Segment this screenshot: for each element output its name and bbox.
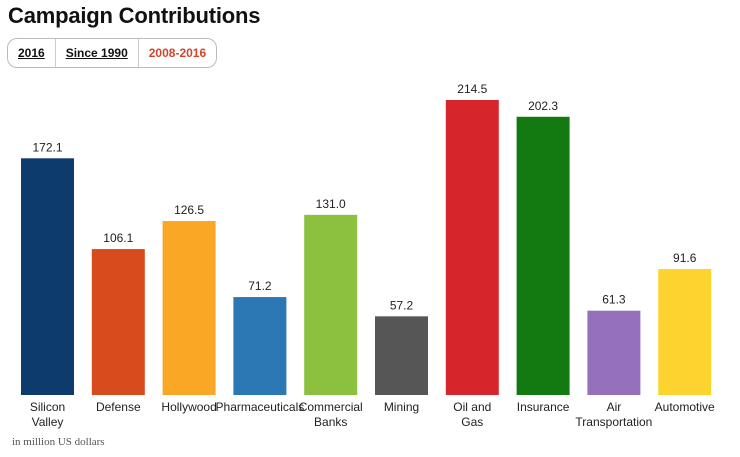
category-label-9: Automotive (655, 400, 715, 414)
category-label-6: Oil and Gas (453, 400, 491, 429)
value-label-8: 61.3 (602, 293, 626, 307)
tab-since-1990[interactable]: Since 1990 (56, 39, 139, 67)
value-label-3: 71.2 (248, 279, 272, 293)
category-label-line: Automotive (655, 400, 715, 414)
category-label-line: Silicon (30, 400, 65, 414)
category-label-line: Gas (461, 415, 483, 429)
time-range-tabs: 2016 Since 1990 2008-2016 (7, 38, 218, 68)
category-label-0: Silicon Valley (30, 400, 65, 429)
category-label-line: Banks (314, 415, 347, 429)
category-label-2: Hollywood (161, 400, 216, 414)
bar-5 (375, 316, 428, 395)
chart-title: Campaign Contributions (8, 3, 261, 28)
category-label-1: Defense (96, 400, 141, 414)
bar-4 (304, 214, 358, 395)
tab-2008-2016[interactable]: 2008-2016 (148, 46, 207, 60)
category-label-line: Valley (32, 415, 64, 429)
category-label-5: Mining (384, 400, 419, 414)
category-label-line: Transportation (575, 415, 652, 429)
category-label-line: Commercial (299, 400, 363, 414)
value-label-2: 126.5 (174, 203, 204, 217)
bar-6 (445, 100, 499, 395)
category-label-line: Oil and (453, 400, 491, 414)
category-label-line: Pharmaceuticals (216, 400, 305, 414)
value-label-4: 131.0 (316, 197, 346, 211)
value-label-5: 57.2 (390, 298, 414, 312)
category-label-line: Insurance (517, 400, 570, 414)
category-label-7: Insurance (517, 400, 570, 414)
value-label-9: 91.6 (673, 251, 697, 265)
category-label-line: Defense (96, 400, 141, 414)
category-label-3: Pharmaceuticals (216, 400, 305, 414)
bar-2 (162, 221, 216, 395)
value-label-6: 214.5 (457, 82, 487, 96)
category-label-line: Air (607, 400, 622, 414)
bar-8 (587, 310, 641, 395)
category-label-8: Air Transportation (575, 400, 652, 429)
value-label-0: 172.1 (32, 140, 62, 154)
category-label-line: Hollywood (161, 400, 216, 414)
value-label-7: 202.3 (528, 99, 558, 113)
category-label-4: Commercial Banks (299, 400, 363, 429)
bar-7 (516, 116, 570, 395)
bar-9 (658, 269, 712, 395)
bar-0 (21, 158, 74, 395)
tab-2016[interactable]: 2016 (8, 39, 56, 67)
value-label-1: 106.1 (103, 231, 133, 245)
bar-1 (91, 249, 145, 395)
bar-3 (233, 297, 287, 395)
unit-note: in million US dollars (12, 436, 105, 448)
category-label-line: Mining (384, 400, 419, 414)
